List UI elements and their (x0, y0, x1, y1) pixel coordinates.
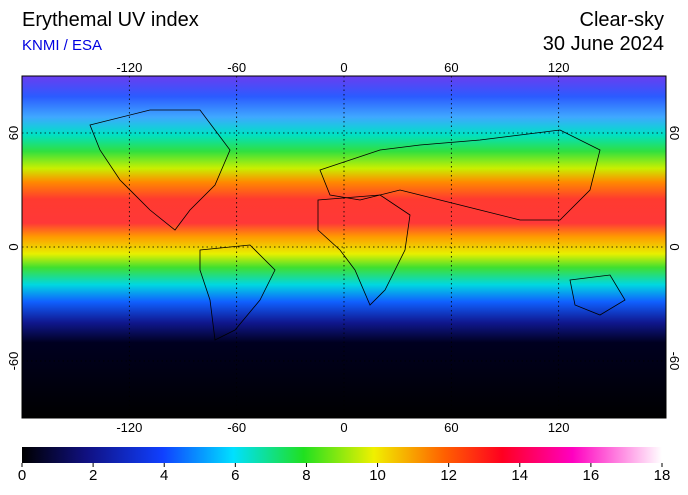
colorbar-tick-label: 0 (18, 467, 26, 484)
lon-tick-label: -60 (227, 420, 246, 435)
source: KNMI / ESA (22, 37, 102, 54)
lon-tick-label: -120 (116, 60, 142, 75)
lat-tick-label: -60 (667, 352, 682, 371)
lat-tick-label: 60 (6, 126, 21, 140)
colorbar-tick-label: 10 (369, 467, 386, 484)
colorbar-tick-label: 16 (583, 467, 600, 484)
colorbar-tick-label: 8 (302, 467, 310, 484)
colorbar-tick-label: 12 (440, 467, 457, 484)
colorbar-tick-label: 6 (231, 467, 239, 484)
lon-tick-label: -120 (116, 420, 142, 435)
colorbar-tick-label: 14 (511, 467, 528, 484)
lat-tick-label: 60 (667, 126, 682, 140)
lon-tick-label: 120 (548, 60, 570, 75)
lat-tick-label: 0 (6, 243, 21, 250)
colorbar-tick-label: 4 (160, 467, 168, 484)
title: Erythemal UV index (22, 9, 199, 31)
date: 30 June 2024 (543, 33, 664, 55)
mode: Clear-sky (580, 9, 664, 31)
lat-tick-label: -60 (6, 352, 21, 371)
lon-tick-label: 60 (444, 420, 458, 435)
lon-tick-label: 0 (340, 60, 347, 75)
coastlines (89, 109, 626, 341)
lon-tick-label: 60 (444, 60, 458, 75)
colorbar-tick-label: 18 (654, 467, 671, 484)
lat-tick-label: 0 (667, 243, 682, 250)
colorbar (22, 447, 662, 463)
lon-tick-label: 0 (340, 420, 347, 435)
lon-tick-label: 120 (548, 420, 570, 435)
lon-tick-label: -60 (227, 60, 246, 75)
colorbar-tick-label: 2 (89, 467, 97, 484)
